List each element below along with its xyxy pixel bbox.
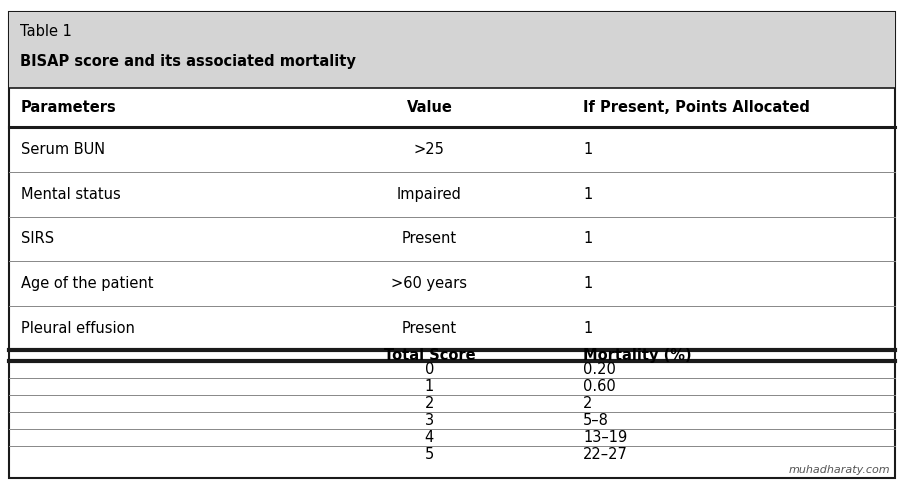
Text: 1: 1 xyxy=(582,231,591,246)
Text: Value: Value xyxy=(406,100,452,115)
Text: SIRS: SIRS xyxy=(21,231,54,246)
Text: 0.60: 0.60 xyxy=(582,379,615,394)
Text: 1: 1 xyxy=(582,142,591,157)
Text: 1: 1 xyxy=(582,187,591,202)
Text: 22–27: 22–27 xyxy=(582,447,628,462)
Text: Present: Present xyxy=(402,320,456,336)
Text: 5–8: 5–8 xyxy=(582,413,609,428)
Text: 2: 2 xyxy=(582,396,591,411)
Text: 0: 0 xyxy=(424,362,433,377)
Text: Parameters: Parameters xyxy=(21,100,116,115)
Text: 4: 4 xyxy=(424,430,433,445)
Text: 2: 2 xyxy=(424,396,433,411)
Text: 1: 1 xyxy=(582,276,591,291)
Text: Present: Present xyxy=(402,231,456,246)
Text: Table 1: Table 1 xyxy=(20,24,71,39)
Text: Serum BUN: Serum BUN xyxy=(21,142,105,157)
Text: Impaired: Impaired xyxy=(396,187,461,202)
Text: Total Score: Total Score xyxy=(383,348,475,363)
Text: Age of the patient: Age of the patient xyxy=(21,276,154,291)
Text: >25: >25 xyxy=(414,142,444,157)
Text: Pleural effusion: Pleural effusion xyxy=(21,320,135,336)
Text: 5: 5 xyxy=(424,447,433,462)
Text: 3: 3 xyxy=(424,413,433,428)
Bar xyxy=(9,12,894,88)
Text: 13–19: 13–19 xyxy=(582,430,627,445)
Text: 1: 1 xyxy=(582,320,591,336)
Text: 0.20: 0.20 xyxy=(582,362,615,377)
Text: 1: 1 xyxy=(424,379,433,394)
Text: Mental status: Mental status xyxy=(21,187,120,202)
Text: muhadharaty.com: muhadharaty.com xyxy=(788,466,889,475)
Text: BISAP score and its associated mortality: BISAP score and its associated mortality xyxy=(20,54,356,69)
Text: >60 years: >60 years xyxy=(391,276,467,291)
Text: Mortality (%): Mortality (%) xyxy=(582,348,691,363)
Text: If Present, Points Allocated: If Present, Points Allocated xyxy=(582,100,809,115)
